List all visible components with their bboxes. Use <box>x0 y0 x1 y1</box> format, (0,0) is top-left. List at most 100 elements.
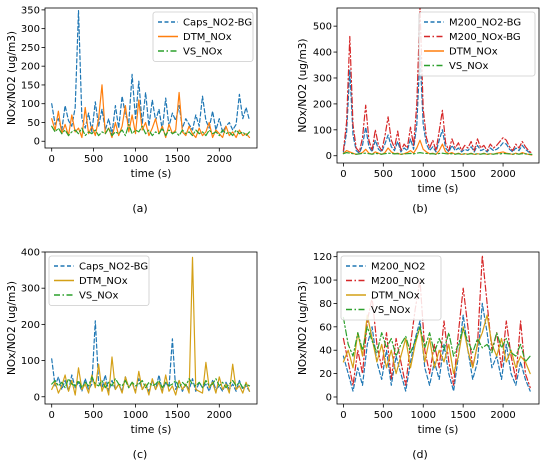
x-tick-label: 0 <box>49 410 55 421</box>
x-tick-label: 1000 <box>123 154 148 165</box>
x-tick-label: 2000 <box>207 154 232 165</box>
y-tick-label: 120 <box>313 252 332 263</box>
y-tick-label: 200 <box>313 99 332 110</box>
x-tick-label: 1000 <box>123 410 148 421</box>
y-tick-label: 200 <box>21 320 40 331</box>
legend-box <box>340 255 442 321</box>
y-tick-label: 400 <box>313 48 332 59</box>
legend-entry: M200_NO2 <box>371 262 425 273</box>
y-tick-label: 300 <box>21 284 40 295</box>
series-line <box>342 152 533 155</box>
x-axis-label: time (s) <box>418 183 459 195</box>
chart-panel: 0 500 1000 1500 2000 0 50 100 150 200 250 300 350 tim… <box>6 5 258 215</box>
y-tick-label: 500 <box>313 22 332 33</box>
legend-box <box>152 11 254 62</box>
panel-label: (b) <box>412 202 428 215</box>
legend-entry: Caps_NO2-BG <box>183 18 252 29</box>
chart-panel: 0 500 1000 1500 2000 0 100 200 300 400 500 time (s)… <box>297 7 540 215</box>
x-tick-label: 0 <box>340 410 346 421</box>
chart-panel: 0 500 1000 1500 2000 0 100 200 300 400 time (s) NOx… <box>6 248 258 461</box>
y-tick-label: 80 <box>319 299 332 310</box>
series-line <box>342 139 533 156</box>
plot-frame <box>44 251 258 405</box>
y-axis-label: NOx/NO2 (ug/m3) <box>297 39 309 133</box>
x-tick-label: 2000 <box>490 169 515 180</box>
x-axis-label: time (s) <box>131 168 172 180</box>
x-tick-label: 500 <box>374 169 393 180</box>
y-tick-label: 400 <box>21 248 40 259</box>
x-tick-label: 500 <box>84 154 103 165</box>
series-line <box>342 314 531 375</box>
legend: Caps_NO2-BG DTM_NOx VS_NOx <box>152 11 254 62</box>
x-tick-label: 500 <box>374 410 393 421</box>
y-tick-label: 150 <box>21 80 40 91</box>
plot-frame <box>336 251 540 405</box>
x-tick-label: 1500 <box>450 169 475 180</box>
y-tick-label: 0 <box>326 392 332 403</box>
legend-entry: VS_NOx <box>371 305 411 316</box>
y-axis-label: NOx/NO2 (ug/m3) <box>6 281 18 375</box>
y-tick-label: 200 <box>21 62 40 73</box>
legend-entry: VS_NOx <box>183 47 223 58</box>
x-tick-label: 0 <box>340 169 346 180</box>
legend-entry: M200_NOx-BG <box>449 32 521 43</box>
legend: M200_NO2-BG M200_NOx-BG DTM_NOx VS_NOx <box>418 11 536 77</box>
legend-entry: VS_NOx <box>79 291 119 302</box>
series-line <box>51 123 251 137</box>
plot-frame <box>44 7 258 149</box>
x-tick-label: 2000 <box>490 410 515 421</box>
x-tick-label: 1500 <box>165 410 190 421</box>
y-tick-label: 60 <box>319 322 332 333</box>
y-tick-label: 0 <box>34 392 40 403</box>
x-tick-label: 2000 <box>207 410 232 421</box>
panel-label: (c) <box>133 448 148 461</box>
y-tick-label: 0 <box>326 151 332 162</box>
legend-entry: DTM_NOx <box>449 47 498 58</box>
y-tick-label: 250 <box>21 43 40 54</box>
legend-entry: VS_NOx <box>449 61 489 72</box>
series-line <box>51 376 251 389</box>
panel-label: (a) <box>132 202 147 215</box>
y-tick-label: 20 <box>319 369 332 380</box>
y-tick-label: 50 <box>27 118 40 129</box>
legend-entry: Caps_NO2-BG <box>79 262 148 273</box>
legend: Caps_NO2-BG DTM_NOx VS_NOx <box>48 255 150 306</box>
legend-box <box>48 255 150 306</box>
y-tick-label: 350 <box>21 5 40 16</box>
x-tick-label: 1500 <box>165 154 190 165</box>
x-tick-label: 1000 <box>411 410 436 421</box>
panel-label: (d) <box>412 448 428 461</box>
legend-entry: DTM_NOx <box>183 32 232 43</box>
y-tick-label: 100 <box>313 125 332 136</box>
series-line <box>342 316 531 363</box>
x-tick-label: 0 <box>49 154 55 165</box>
y-tick-label: 300 <box>313 73 332 84</box>
legend-entry: DTM_NOx <box>371 291 420 302</box>
series-line <box>342 302 531 392</box>
x-tick-label: 1500 <box>450 410 475 421</box>
x-axis-label: time (s) <box>418 424 459 436</box>
chart-panel: 0 500 1000 1500 2000 0 20 40 60 80 100 120 time (s) N… <box>297 251 540 461</box>
y-tick-label: 100 <box>21 356 40 367</box>
series-line <box>342 54 533 154</box>
x-tick-label: 500 <box>84 410 103 421</box>
y-axis-label: NOx/NO2 (ug/m3) <box>6 31 18 125</box>
legend-entry: M200_NOx <box>371 276 425 287</box>
y-tick-label: 0 <box>34 137 40 148</box>
y-tick-label: 40 <box>319 346 332 357</box>
series-line <box>342 8 533 154</box>
x-tick-label: 1000 <box>411 169 436 180</box>
legend: M200_NO2 M200_NOx DTM_NOx VS_NOx <box>340 255 442 321</box>
y-tick-label: 100 <box>313 276 332 287</box>
legend-entry: M200_NO2-BG <box>449 18 521 29</box>
x-axis-label: time (s) <box>131 424 172 436</box>
legend-box <box>418 11 536 77</box>
y-tick-label: 300 <box>21 24 40 35</box>
y-tick-label: 100 <box>21 99 40 110</box>
plot-frame <box>336 7 540 164</box>
series-line <box>51 10 251 135</box>
y-axis-label: NOx/NO2 (ug/m3) <box>297 281 309 375</box>
legend-entry: DTM_NOx <box>79 276 128 287</box>
